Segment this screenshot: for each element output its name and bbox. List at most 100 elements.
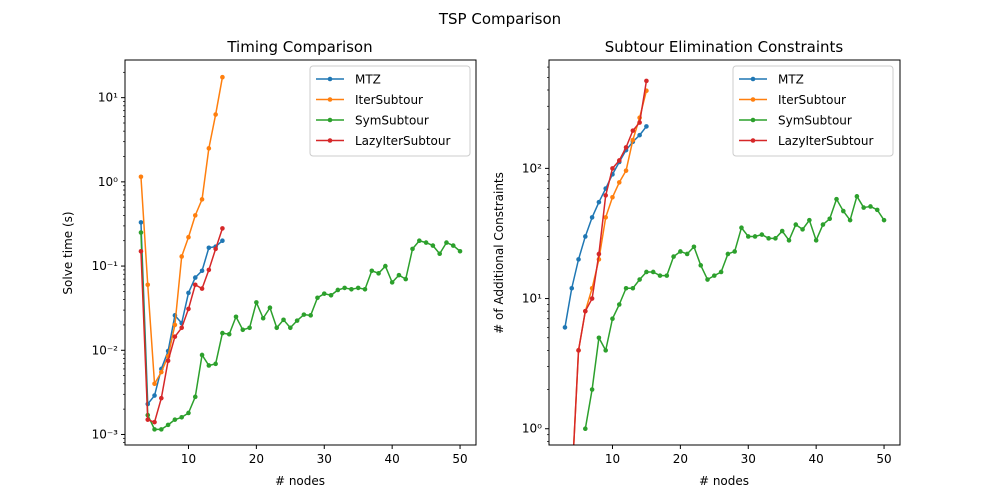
data-point xyxy=(820,222,826,227)
y-tick-label: 10⁻² xyxy=(92,343,119,357)
data-point xyxy=(355,285,361,291)
data-point xyxy=(698,263,704,268)
data-point xyxy=(779,228,785,234)
data-point xyxy=(644,78,649,84)
panel-title: Timing Comparison xyxy=(226,38,372,56)
data-point xyxy=(383,263,388,269)
legend-item-mtz: MTZ xyxy=(739,73,804,87)
legend-box xyxy=(732,65,894,157)
series-itersubtour xyxy=(138,74,225,387)
data-point xyxy=(827,216,833,222)
x-tick-label: 10 xyxy=(605,452,620,466)
data-point xyxy=(793,222,799,227)
y-tick-label: 10² xyxy=(522,161,542,175)
data-point xyxy=(152,393,157,398)
data-point xyxy=(841,208,846,214)
data-point xyxy=(240,327,246,333)
data-point xyxy=(457,248,463,254)
legend-label: MTZ xyxy=(778,73,804,87)
data-point xyxy=(623,285,629,291)
data-point xyxy=(610,316,615,322)
data-point xyxy=(589,387,595,392)
legend-label: IterSubtour xyxy=(355,93,423,107)
data-point xyxy=(616,158,622,163)
legend-item-itersubtour: IterSubtour xyxy=(316,93,423,107)
data-point xyxy=(739,225,744,231)
y-tick-label: 10⁻¹ xyxy=(92,259,119,273)
data-point xyxy=(213,246,218,252)
data-point xyxy=(179,325,184,331)
data-point xyxy=(732,249,737,254)
data-point xyxy=(410,246,415,252)
data-point xyxy=(206,267,212,273)
y-axis-label: # of Additional Constraints xyxy=(492,172,506,334)
data-point xyxy=(165,422,171,428)
data-point xyxy=(138,220,144,225)
plot-frame xyxy=(124,59,477,446)
data-point xyxy=(179,254,184,259)
legend-item-symsubtour: SymSubtour xyxy=(316,114,429,128)
subtour-constraints-panel: Subtour Elimination Constraints # nodes … xyxy=(492,38,901,488)
data-point xyxy=(562,325,568,330)
series-lazyitersubtour xyxy=(572,78,649,445)
data-point xyxy=(369,268,375,274)
legend-item-itersubtour: IterSubtour xyxy=(739,93,846,107)
data-point xyxy=(712,273,717,278)
data-point xyxy=(220,74,225,80)
data-point xyxy=(430,243,436,248)
data-point xyxy=(138,174,144,180)
legend-label: IterSubtour xyxy=(778,93,846,107)
data-point xyxy=(450,243,456,248)
data-point xyxy=(616,302,622,307)
data-point xyxy=(220,238,225,244)
x-tick-label: 40 xyxy=(385,452,400,466)
data-point xyxy=(637,120,642,125)
legend-marker xyxy=(750,117,756,123)
series-lazyitersubtour xyxy=(138,226,225,425)
data-point xyxy=(199,197,205,202)
plot-area: 10 20 30 40 50 10⁰ 10¹ 10² MTZ IterSubtour SymSubt… xyxy=(522,59,901,466)
data-point xyxy=(623,168,629,173)
data-point xyxy=(583,426,588,432)
plot-area: 10 20 30 40 50 10⁻³ 10⁻² 10⁻¹ 10⁰ 10¹ MTZ IterSubto… xyxy=(92,59,477,466)
legend-marker xyxy=(327,97,333,102)
data-point xyxy=(288,325,293,331)
data-point xyxy=(342,285,347,291)
y-tick-label: 10¹ xyxy=(522,292,542,306)
data-point xyxy=(220,330,225,336)
x-axis-label: # nodes xyxy=(275,474,325,488)
x-tick-label: 50 xyxy=(876,452,891,466)
legend: MTZ IterSubtour SymSubtour LazyIterSubtour xyxy=(732,65,894,157)
data-point xyxy=(603,348,608,353)
data-point xyxy=(603,193,608,198)
legend-marker xyxy=(327,76,333,82)
data-point xyxy=(644,124,649,129)
data-point xyxy=(186,290,191,296)
data-point xyxy=(417,238,422,244)
data-point xyxy=(226,331,232,337)
legend-label: MTZ xyxy=(355,73,381,87)
data-point xyxy=(650,269,656,275)
data-point xyxy=(437,251,442,257)
timing-comparison-panel: Timing Comparison # nodes Solve time (s)… xyxy=(61,38,477,488)
data-point xyxy=(247,325,252,331)
data-point xyxy=(752,234,758,239)
data-point xyxy=(152,419,157,425)
legend-item-symsubtour: SymSubtour xyxy=(739,114,852,128)
data-point xyxy=(610,194,615,200)
data-point xyxy=(145,417,151,422)
figure-title: TSP Comparison xyxy=(438,10,561,28)
data-point xyxy=(576,257,581,262)
x-tick-label: 20 xyxy=(673,452,688,466)
data-point xyxy=(233,314,239,320)
series-symsubtour xyxy=(583,194,887,432)
legend-item-lazyitersubtour: LazyIterSubtour xyxy=(316,134,450,148)
data-point xyxy=(745,234,751,239)
data-point xyxy=(254,300,259,305)
data-point xyxy=(705,277,710,282)
x-axis-label: # nodes xyxy=(699,474,749,488)
data-point xyxy=(308,313,313,318)
data-point xyxy=(718,269,724,275)
x-tick-label: 30 xyxy=(741,452,756,466)
x-tick-label: 20 xyxy=(249,452,264,466)
